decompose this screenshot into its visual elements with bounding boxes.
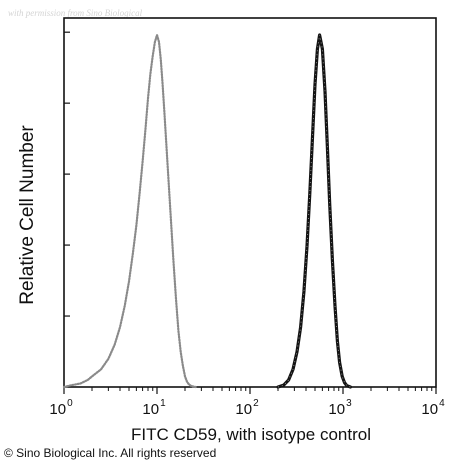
copyright-text: © Sino Biological Inc. All rights reserv… bbox=[4, 446, 217, 460]
x-tick-label: 102 bbox=[235, 398, 259, 418]
cd59-curve bbox=[276, 33, 352, 389]
watermark: with permission from Sino Biological bbox=[8, 8, 143, 18]
x-tick-label: 100 bbox=[49, 398, 73, 418]
y-axis-label: Relative Cell Number bbox=[17, 125, 38, 305]
x-tick-label: 103 bbox=[328, 398, 352, 418]
cd59-curve-texture bbox=[277, 34, 351, 388]
x-axis-label: FITC CD59, with isotype control bbox=[131, 425, 371, 444]
x-tick-label: 101 bbox=[142, 398, 166, 418]
isotype-control-curve bbox=[62, 33, 197, 389]
tick-labels: 100 101 102 103 104 bbox=[49, 398, 445, 418]
axes bbox=[63, 17, 437, 394]
series-group bbox=[62, 33, 352, 389]
x-tick-label: 104 bbox=[421, 398, 445, 418]
plot-frame bbox=[63, 17, 437, 388]
